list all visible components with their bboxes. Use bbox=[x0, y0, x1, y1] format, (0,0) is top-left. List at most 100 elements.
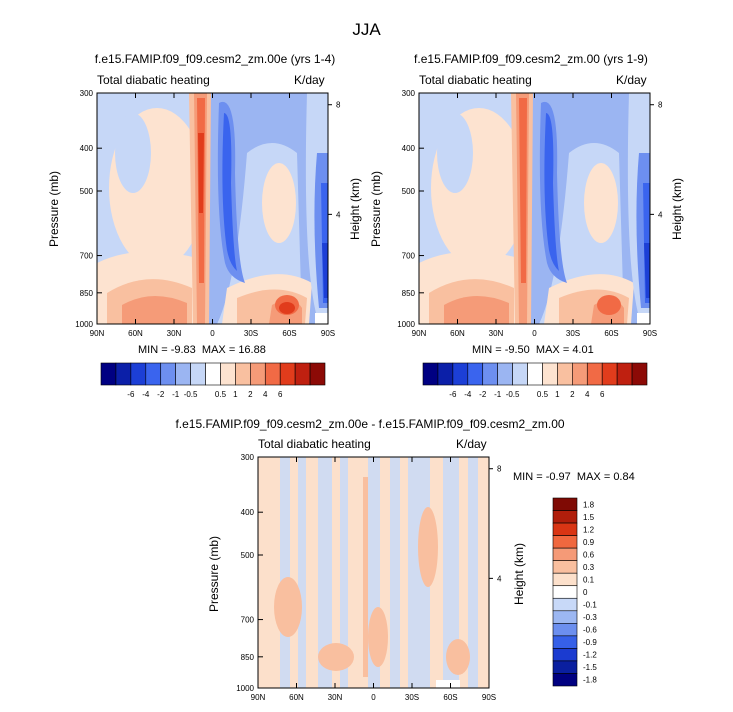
colorbar-box bbox=[497, 362, 513, 386]
y2-tick-label: 8 bbox=[658, 101, 663, 110]
colorbar-box bbox=[552, 623, 578, 637]
y-tick-label: 300 bbox=[402, 89, 416, 98]
x-tick-label: 60S bbox=[282, 329, 296, 338]
colorbar-box bbox=[552, 610, 578, 624]
colorbar-box bbox=[512, 362, 528, 386]
colorbar-box bbox=[467, 362, 484, 386]
colorbar-label: 0.6 bbox=[583, 550, 595, 559]
colorbar-box bbox=[542, 362, 558, 386]
colorbar-label: -4 bbox=[464, 390, 472, 399]
x-tick-label: 90N bbox=[90, 329, 105, 338]
contour-region bbox=[222, 113, 237, 271]
y2-tick-label: 4 bbox=[658, 210, 663, 219]
colorbar-box bbox=[616, 362, 633, 386]
y2-tick-label: 4 bbox=[497, 574, 502, 583]
panel1-title: f.e15.FAMIP.f09_f09.cesm2_zm.00e (yrs 1-… bbox=[94, 52, 336, 66]
colorbar-label: 0.9 bbox=[583, 538, 595, 547]
contour-region bbox=[446, 639, 470, 675]
contour-region bbox=[122, 295, 187, 324]
x-tick-label: 90N bbox=[412, 329, 427, 338]
colorbar-box bbox=[130, 362, 147, 386]
colorbar-box bbox=[205, 362, 221, 386]
colorbar-label: 1.8 bbox=[583, 500, 595, 509]
colorbar-box bbox=[527, 362, 543, 386]
colorbar-box bbox=[100, 362, 117, 386]
colorbar-box bbox=[309, 362, 326, 386]
colorbar-label: 4 bbox=[585, 390, 590, 399]
contour-field bbox=[419, 93, 650, 324]
colorbar-label: 0.5 bbox=[537, 390, 549, 399]
colorbar-label: -6 bbox=[449, 390, 457, 399]
colorbar-label: -0.6 bbox=[583, 626, 597, 635]
colorbar-box bbox=[115, 362, 132, 386]
missing-data bbox=[315, 313, 328, 324]
x-tick-label: 30N bbox=[167, 329, 182, 338]
colorbar-label: 1 bbox=[233, 390, 238, 399]
colorbar-box bbox=[264, 362, 281, 386]
x-tick-label: 0 bbox=[371, 693, 376, 702]
colorbar-box bbox=[552, 510, 578, 524]
panel2-right-label: K/day bbox=[616, 73, 647, 87]
colorbar-box bbox=[452, 362, 469, 386]
y-tick-label: 850 bbox=[80, 289, 94, 298]
colorbar-box bbox=[552, 522, 578, 536]
colorbar-box bbox=[437, 362, 454, 386]
panel3-title: f.e15.FAMIP.f09_f09.cesm2_zm.00e - f.e15… bbox=[175, 417, 565, 431]
colorbar-box bbox=[160, 362, 176, 386]
contour-region bbox=[262, 163, 296, 243]
contour-region bbox=[519, 98, 527, 283]
colorbar-box bbox=[250, 362, 266, 386]
x-tick-label: 30S bbox=[244, 329, 258, 338]
colorbar-label: 0 bbox=[583, 588, 588, 597]
contour-region bbox=[280, 457, 290, 688]
contour-field bbox=[97, 93, 328, 324]
y-tick-label: 400 bbox=[402, 144, 416, 153]
y-tick-label: 500 bbox=[80, 187, 94, 196]
panel2-title: f.e15.FAMIP.f09_f09.cesm2_zm.00 (yrs 1-9… bbox=[414, 52, 648, 66]
colorbar-box bbox=[552, 635, 578, 649]
colorbar-label: 0.1 bbox=[583, 575, 595, 584]
colorbar-label: -1 bbox=[494, 390, 502, 399]
y-tick-label: 1000 bbox=[397, 320, 415, 329]
colorbar-label: 2 bbox=[248, 390, 253, 399]
contour-region bbox=[584, 163, 618, 243]
colorbar-label: -0.3 bbox=[583, 613, 597, 622]
contour-region bbox=[468, 457, 478, 688]
y-tick-label: 500 bbox=[402, 187, 416, 196]
y2-tick-label: 4 bbox=[336, 210, 341, 219]
colorbar-box bbox=[552, 572, 578, 587]
contour-field bbox=[258, 457, 489, 688]
panel1-left-label: Total diabatic heating bbox=[97, 73, 210, 87]
contour-region bbox=[318, 457, 332, 688]
colorbar-box bbox=[572, 362, 588, 386]
contour-region bbox=[443, 457, 459, 688]
colorbar-box bbox=[552, 547, 578, 561]
colorbar-box bbox=[235, 362, 251, 386]
x-tick-label: 0 bbox=[532, 329, 537, 338]
colorbar-label: -1.2 bbox=[583, 651, 597, 660]
panel1-right-label: K/day bbox=[294, 73, 325, 87]
y-tick-label: 400 bbox=[80, 144, 94, 153]
colorbar-label: 1.2 bbox=[583, 525, 595, 534]
contour-region bbox=[644, 243, 650, 298]
y-tick-label: 700 bbox=[80, 252, 94, 261]
x-tick-label: 60S bbox=[443, 693, 457, 702]
colorbar-box bbox=[601, 362, 618, 386]
x-tick-label: 60S bbox=[604, 329, 618, 338]
colorbar-box bbox=[552, 660, 578, 674]
x-tick-label: 90S bbox=[482, 693, 496, 702]
contour-region bbox=[544, 113, 559, 271]
panel2-left-label: Total diabatic heating bbox=[419, 73, 532, 87]
panel1-stats: MIN = -9.83 MAX = 16.88 bbox=[138, 344, 266, 356]
x-tick-label: 90S bbox=[643, 329, 657, 338]
colorbar-box bbox=[279, 362, 296, 386]
colorbar-box bbox=[145, 362, 162, 386]
x-tick-label: 90N bbox=[251, 693, 266, 702]
colorbar-label: -0.1 bbox=[583, 601, 597, 610]
contour-region bbox=[115, 113, 151, 193]
colorbar-box bbox=[586, 362, 603, 386]
colorbar-box bbox=[220, 362, 236, 386]
contour-region bbox=[279, 302, 295, 314]
colorbar-box bbox=[175, 362, 191, 386]
